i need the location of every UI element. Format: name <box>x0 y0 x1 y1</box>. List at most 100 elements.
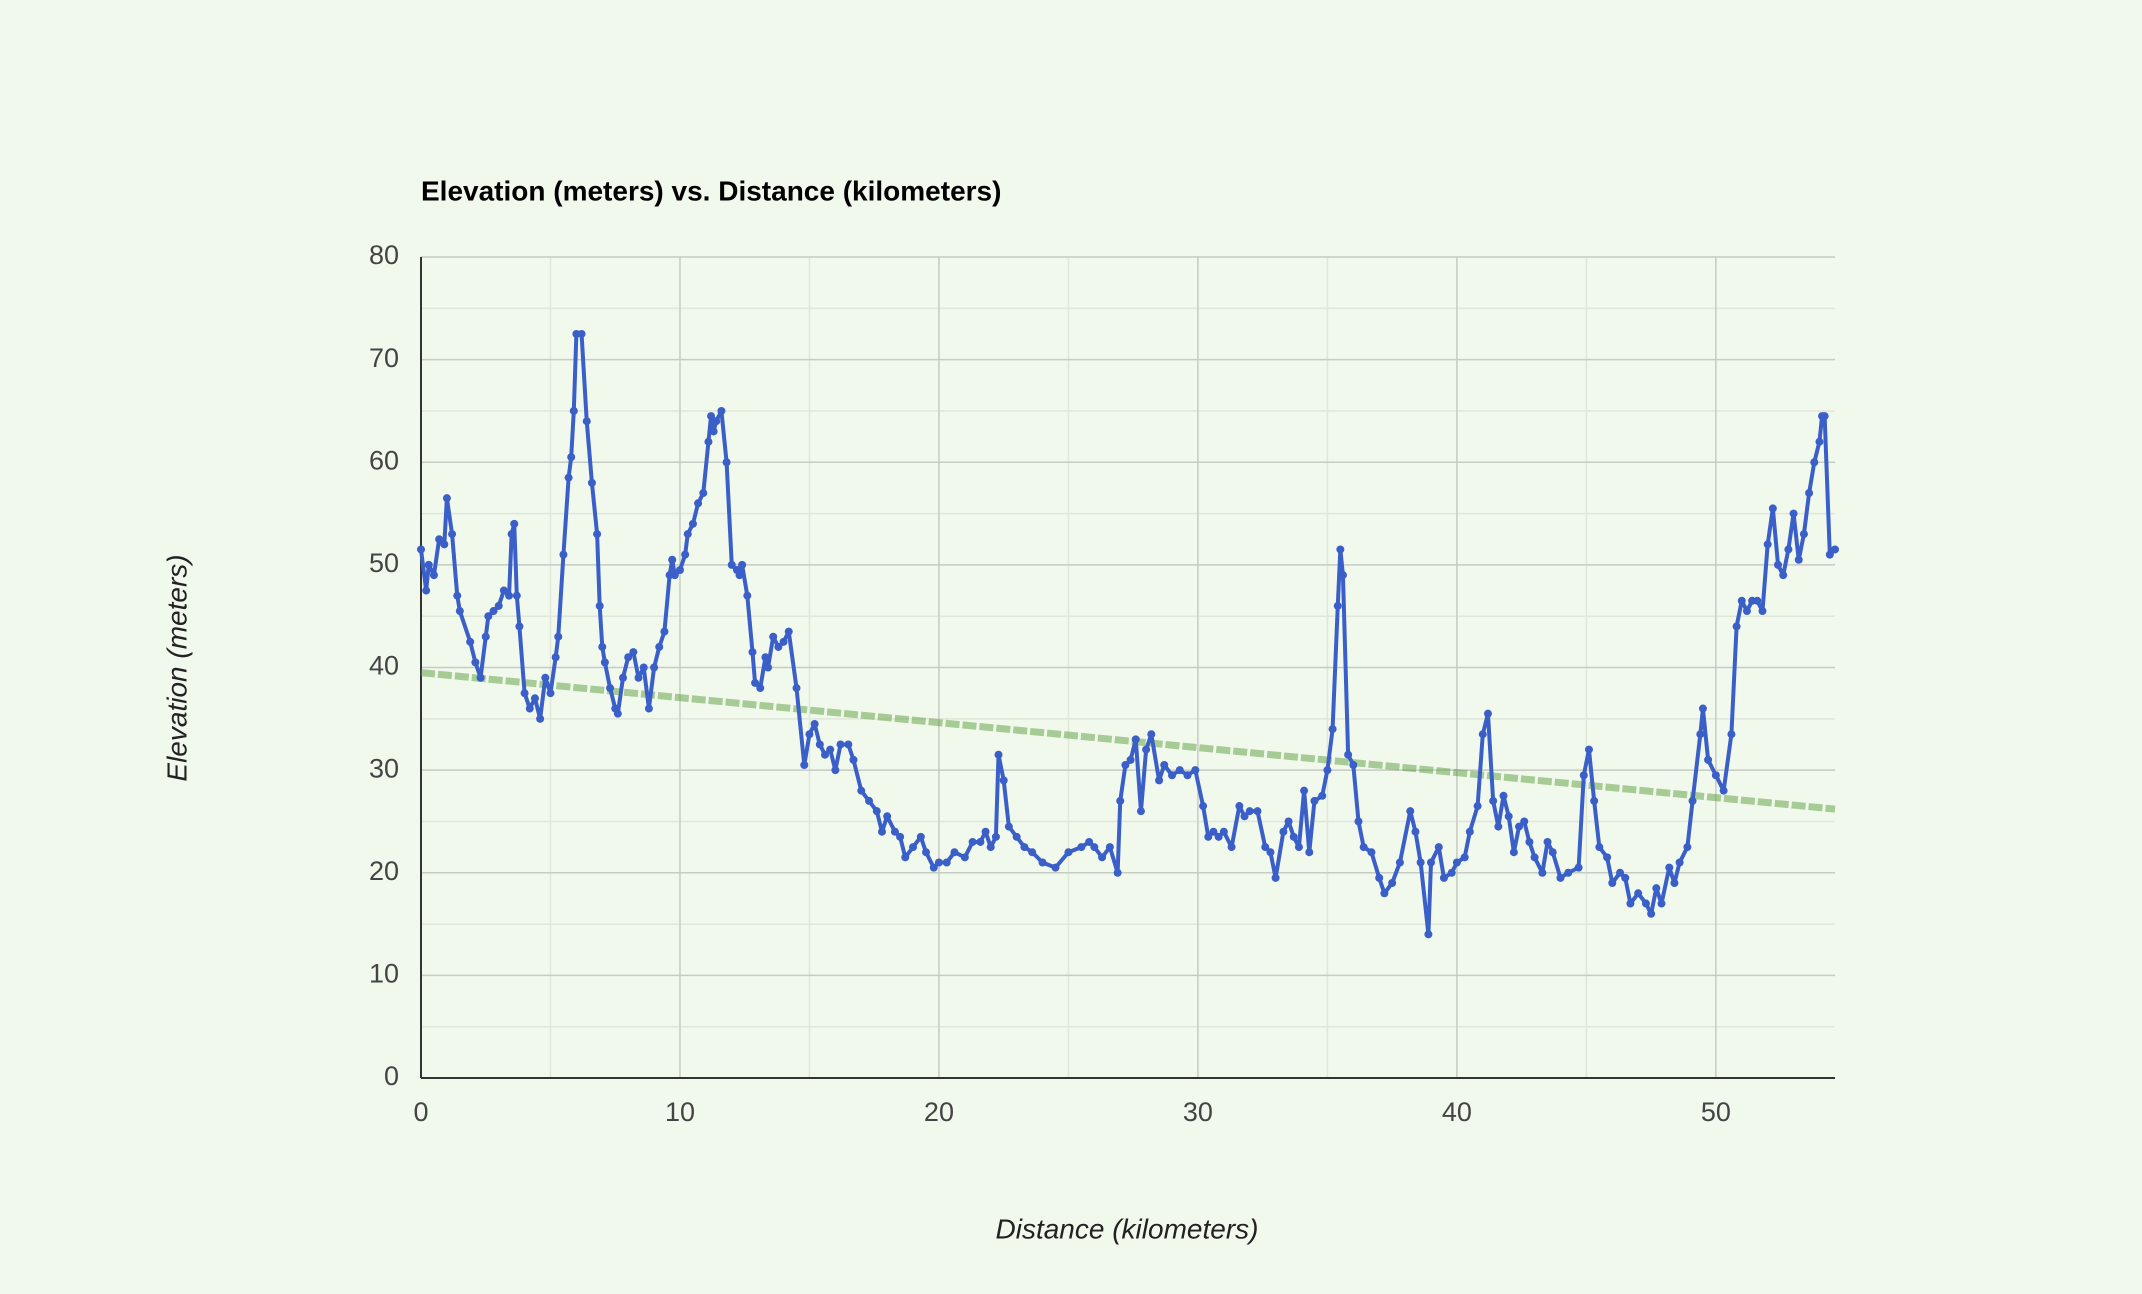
data-point <box>448 530 457 539</box>
data-point <box>712 417 721 426</box>
data-point <box>1626 899 1635 908</box>
data-point <box>1416 858 1425 867</box>
data-point <box>600 658 609 667</box>
data-point <box>1758 607 1767 616</box>
x-tick-label: 20 <box>924 1097 954 1127</box>
data-point <box>484 612 493 621</box>
data-point <box>1579 771 1588 780</box>
x-tick-label: 10 <box>665 1097 695 1127</box>
data-point <box>1657 899 1666 908</box>
data-point <box>546 689 555 698</box>
data-point <box>1191 766 1200 775</box>
x-tick-label: 0 <box>413 1097 428 1127</box>
data-point <box>800 760 809 769</box>
data-point <box>525 704 534 713</box>
data-point <box>499 586 508 595</box>
y-tick-label: 70 <box>369 343 399 373</box>
data-point <box>1698 704 1707 713</box>
data-point <box>1136 807 1145 816</box>
data-point <box>1683 843 1692 852</box>
data-point <box>1805 489 1814 498</box>
chart-title: Elevation (meters) vs. Distance (kilomet… <box>421 175 1001 206</box>
data-point <box>1344 750 1353 759</box>
data-point <box>1279 827 1288 836</box>
data-point <box>530 694 539 703</box>
data-point <box>567 453 576 462</box>
data-point <box>1774 560 1783 569</box>
data-point <box>1556 873 1565 882</box>
data-point <box>1266 848 1275 857</box>
data-line <box>419 331 1837 937</box>
data-point <box>440 540 449 549</box>
data-point <box>1375 873 1384 882</box>
data-point <box>1499 791 1508 800</box>
data-point <box>1333 601 1342 610</box>
data-point <box>709 427 718 436</box>
data-point <box>1300 786 1309 795</box>
data-point <box>481 632 490 641</box>
data-point <box>1004 822 1013 831</box>
data-point <box>577 329 586 338</box>
data-point <box>520 689 529 698</box>
data-point <box>569 406 578 415</box>
data-point <box>1199 802 1208 811</box>
data-point <box>1538 868 1547 877</box>
data-point <box>471 658 480 667</box>
data-point <box>704 437 713 446</box>
data-point <box>699 489 708 498</box>
data-point <box>417 545 425 554</box>
data-point <box>668 555 677 564</box>
data-point <box>877 827 886 836</box>
data-point <box>1367 848 1376 857</box>
data-point <box>748 648 757 657</box>
data-point <box>1147 730 1156 739</box>
data-point <box>1779 571 1788 580</box>
data-point <box>494 601 503 610</box>
data-point <box>644 704 653 713</box>
data-point <box>810 719 819 728</box>
data-point <box>792 684 801 693</box>
data-point <box>831 766 840 775</box>
data-point <box>1704 755 1713 764</box>
data-point <box>476 673 485 682</box>
data-point <box>595 601 604 610</box>
data-point <box>981 827 990 836</box>
data-point <box>872 807 881 816</box>
data-point <box>624 653 633 662</box>
data-point <box>774 642 783 651</box>
data-point <box>1012 832 1021 841</box>
data-point <box>1126 755 1135 764</box>
data-point <box>890 827 899 836</box>
data-point <box>1240 812 1249 821</box>
data-point <box>593 530 602 539</box>
data-point <box>1261 843 1270 852</box>
data-point <box>1098 853 1107 862</box>
data-point <box>1289 832 1298 841</box>
data-point <box>1168 771 1177 780</box>
data-point <box>1634 889 1643 898</box>
data-point <box>435 535 444 544</box>
data-point <box>849 755 858 764</box>
data-point <box>717 406 726 415</box>
data-point <box>424 560 433 569</box>
data-point <box>681 550 690 559</box>
data-point <box>1160 760 1169 769</box>
data-point <box>1395 858 1404 867</box>
data-point <box>1336 545 1345 554</box>
data-point <box>1424 930 1433 939</box>
data-point <box>857 786 866 795</box>
data-point <box>976 837 985 846</box>
data-point <box>688 519 697 528</box>
trendline <box>420 669 1836 813</box>
data-point <box>489 607 498 616</box>
data-point <box>1753 596 1762 605</box>
data-point <box>442 494 451 503</box>
data-point <box>515 622 524 631</box>
data-point <box>1789 509 1798 518</box>
data-point <box>1652 884 1661 893</box>
data-point <box>1121 760 1130 769</box>
data-point <box>1323 766 1332 775</box>
data-point <box>655 642 664 651</box>
data-point <box>453 591 462 600</box>
data-point <box>634 673 643 682</box>
